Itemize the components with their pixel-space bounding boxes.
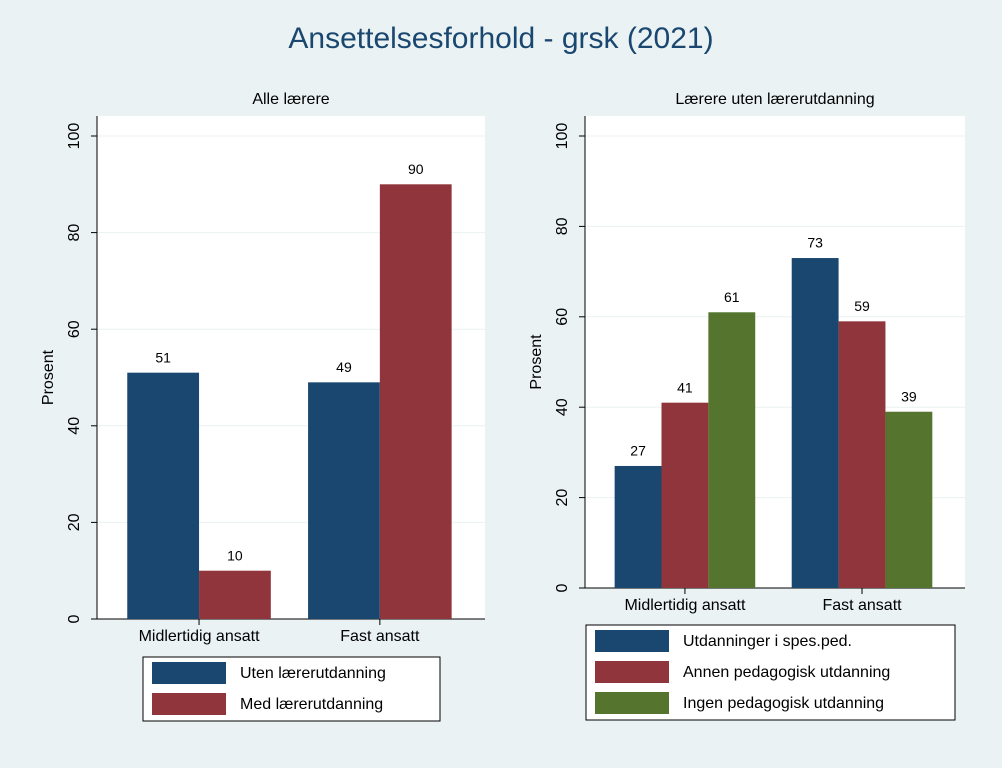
data-label: 41 — [677, 379, 693, 395]
legend-label: Annen pedagogisk utdanning — [683, 664, 890, 681]
y-tick-label: 20 — [66, 513, 83, 531]
x-tick-label: Fast ansatt — [340, 628, 420, 645]
legend-label: Uten lærerutdanning — [240, 665, 386, 682]
legend-swatch — [152, 662, 226, 684]
bar — [199, 570, 271, 619]
y-tick-label: 60 — [66, 320, 83, 338]
y-tick-label: 0 — [66, 614, 83, 623]
y-tick-label: 100 — [554, 123, 571, 150]
data-label: 10 — [227, 547, 243, 563]
legend-label: Ingen pedagogisk utdanning — [683, 695, 884, 712]
data-label: 51 — [155, 349, 171, 365]
bar — [791, 258, 839, 588]
subplot-title: Alle lærere — [252, 91, 329, 108]
bar — [127, 372, 200, 619]
y-tick-label: 60 — [554, 308, 571, 326]
data-label: 61 — [724, 289, 740, 305]
subplot-title: Lærere uten lærerutdanning — [675, 91, 874, 108]
y-tick-label: 0 — [554, 583, 571, 592]
x-tick-label: Midlertidig ansatt — [624, 597, 746, 614]
bar — [885, 411, 933, 588]
legend-label: Med lærerutdanning — [240, 696, 383, 713]
data-label: 90 — [408, 161, 424, 177]
legend-label: Utdanninger i spes.ped. — [683, 633, 852, 650]
x-tick-label: Midlertidig ansatt — [139, 628, 261, 645]
y-axis-label: Prosent — [40, 349, 57, 405]
bar — [708, 312, 756, 588]
y-tick-label: 100 — [66, 123, 83, 150]
y-tick-label: 40 — [66, 417, 83, 435]
data-label: 59 — [854, 298, 870, 314]
y-tick-label: 80 — [554, 217, 571, 235]
bar — [308, 382, 380, 619]
legend-swatch — [152, 693, 226, 715]
x-tick-label: Fast ansatt — [822, 597, 902, 614]
bar — [614, 465, 662, 588]
data-label: 49 — [336, 359, 352, 375]
y-tick-label: 80 — [66, 224, 83, 242]
main-title: Ansettelsesforhold - grsk (2021) — [288, 22, 713, 55]
y-tick-label: 20 — [554, 489, 571, 507]
bar — [661, 402, 709, 588]
legend-swatch — [595, 661, 669, 683]
bar — [838, 321, 886, 588]
y-axis-label: Prosent — [528, 334, 545, 390]
legend-swatch — [595, 692, 669, 714]
bar — [379, 184, 452, 620]
data-label: 27 — [630, 443, 646, 459]
y-tick-label: 40 — [554, 398, 571, 416]
data-label: 39 — [901, 388, 917, 404]
data-label: 73 — [807, 235, 823, 251]
legend-swatch — [595, 630, 669, 652]
